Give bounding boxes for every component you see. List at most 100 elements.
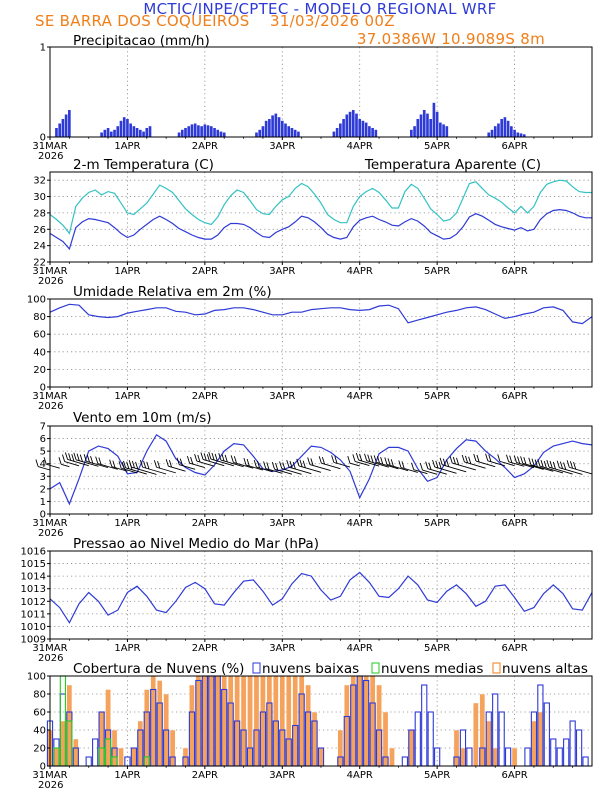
wind-barb-flag xyxy=(135,461,139,470)
temp-panel-title: 2-m Temperatura (C) xyxy=(73,157,214,173)
low-cloud-bar xyxy=(92,738,99,767)
wind-barb-flag xyxy=(476,454,480,463)
wind-barb-flag xyxy=(123,460,127,468)
wind-barb-shaft xyxy=(67,459,89,467)
wind-barb-flag xyxy=(528,457,532,465)
wind-date-label: 6APR xyxy=(501,518,527,529)
precip-bar xyxy=(442,124,445,137)
precip-bar xyxy=(358,119,362,137)
cloud-panel-title: Cobertura de Nuvens (%) xyxy=(73,661,244,677)
high-cloud-bar xyxy=(369,675,376,767)
wind-ytick-label: 1 xyxy=(40,497,46,508)
pressure-ytick-label: 1014 xyxy=(21,572,46,583)
precip-bar xyxy=(332,131,336,137)
precip-bar xyxy=(135,128,139,137)
wind-barb-flag xyxy=(296,458,300,467)
cloud-date-label: 1APR xyxy=(114,770,140,781)
wind-ytick-label: 7 xyxy=(40,422,46,433)
wind-barb xyxy=(43,457,60,469)
wind-barb-shaft xyxy=(168,465,186,472)
wind-date-label: 2APR xyxy=(192,518,218,529)
legend-low-clouds-label: nuvens baixas xyxy=(262,661,359,677)
humidity-date-label: 2APR xyxy=(192,391,218,402)
high-cloud-bar xyxy=(137,720,144,767)
wind-barb-flag xyxy=(68,453,72,461)
wind-barb-flag xyxy=(387,458,391,466)
high-cloud-bar xyxy=(311,711,318,767)
wind-barb-shaft xyxy=(539,465,564,474)
high-cloud-bar xyxy=(292,675,298,767)
wind-barb xyxy=(566,460,593,475)
precip-bar xyxy=(264,120,268,137)
wind-barb-flag xyxy=(64,452,69,460)
wind-ytick-label: 0 xyxy=(40,510,46,521)
precip-bar xyxy=(284,123,287,137)
pressure-date-label: 31MAR xyxy=(32,643,67,654)
wind-barb-shaft xyxy=(559,467,583,475)
wind-barb-flag xyxy=(531,458,535,466)
wind-barb xyxy=(286,460,312,475)
wind-barb-flag xyxy=(468,456,472,464)
wind-barb-shaft xyxy=(156,466,176,474)
wind-barb-flag xyxy=(549,460,553,469)
wind-barb xyxy=(537,459,564,474)
precip-ytick-label: 1 xyxy=(40,43,46,54)
high-cloud-bar xyxy=(537,711,544,767)
wind-barb xyxy=(331,455,351,468)
wind-panel: 0 1 23 45 67 31MAR 1APR 2APR 3APR 4APR 5APR 6APR 202… xyxy=(32,422,593,539)
precip-bar xyxy=(177,132,181,137)
pressure-year-label: 2026 xyxy=(38,653,63,664)
high-cloud-bar xyxy=(144,689,150,767)
wind-barb xyxy=(230,455,254,469)
wind-barb-flag xyxy=(456,457,460,466)
low-cloud-bar xyxy=(569,720,576,767)
wind-barb-flag xyxy=(179,458,183,466)
wind-barb-flag xyxy=(370,455,374,463)
wind-barb-flag xyxy=(121,462,125,470)
wind-barb-flag xyxy=(289,460,293,469)
low-cloud-bar xyxy=(401,756,409,767)
wind-barb-flag xyxy=(253,459,257,468)
precip-bar xyxy=(193,123,197,137)
wind-barb-shaft xyxy=(333,461,351,468)
wind-barb-flag xyxy=(380,457,384,465)
wind-barb-flag xyxy=(449,455,453,464)
wind-barb xyxy=(263,461,283,474)
wind-barb-flag xyxy=(534,459,538,467)
wind-barb-shaft xyxy=(142,466,167,475)
wind-date-label: 1APR xyxy=(114,518,140,529)
wind-barb-shaft xyxy=(464,461,486,469)
precip-bar xyxy=(519,133,523,137)
high-cloud-bar xyxy=(156,680,163,767)
humidity-ytick-label: 40 xyxy=(33,347,46,358)
humidity-date-label: 5APR xyxy=(424,391,450,402)
precip-bar xyxy=(410,129,413,137)
wind-barb-flag xyxy=(428,462,432,470)
precip-year-label: 2026 xyxy=(38,151,63,162)
wind-barb-flag xyxy=(168,459,173,468)
wind-barb-flag xyxy=(58,457,62,465)
wind-barb-flag xyxy=(540,459,544,468)
wind-barb-flag xyxy=(203,453,207,461)
precip-bar xyxy=(116,126,120,137)
pressure-ytick-label: 1012 xyxy=(21,597,46,608)
wind-barb-flag xyxy=(279,461,283,469)
precip-bar xyxy=(522,134,526,137)
wind-barb xyxy=(425,461,447,475)
humidity-ytick-label: 20 xyxy=(33,365,46,376)
precip-bar xyxy=(106,128,110,137)
high-cloud-bar xyxy=(318,747,324,767)
precip-bar xyxy=(139,129,142,137)
precip-bar xyxy=(145,128,149,137)
high-cloud-bar xyxy=(260,675,266,767)
wind-barb-flag xyxy=(109,459,113,467)
precip-bar xyxy=(429,119,433,137)
precip-bar xyxy=(222,132,226,137)
temp-line xyxy=(49,208,592,251)
wind-barb-shaft xyxy=(386,464,409,472)
wind-barb xyxy=(497,454,515,467)
wind-barb xyxy=(384,457,409,472)
wind-barb-shaft xyxy=(358,459,380,467)
wind-barb xyxy=(520,456,544,470)
high-cloud-bar xyxy=(169,729,176,767)
